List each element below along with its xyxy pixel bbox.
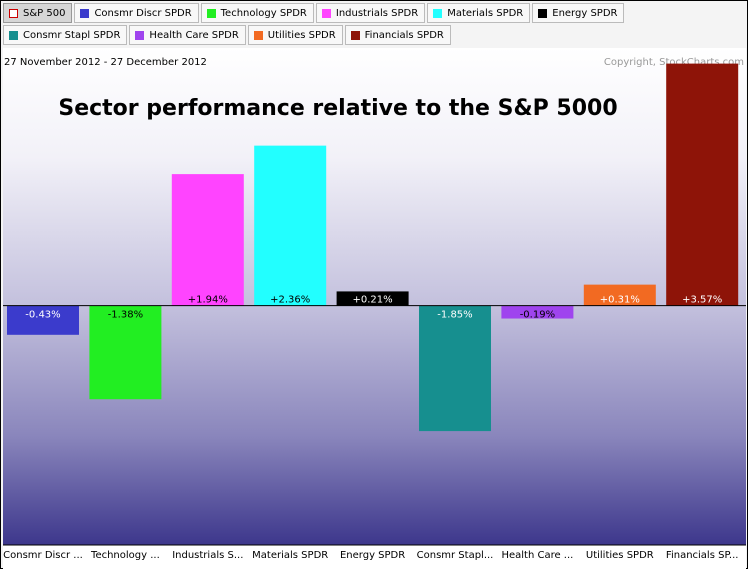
chart-area: 27 November 2012 - 27 December 2012 Copy… [3, 48, 746, 569]
legend-swatch [433, 8, 443, 18]
x-tick-label: Energy SPDR [340, 550, 405, 561]
legend-item[interactable]: Utilities SPDR [247, 25, 343, 45]
x-tick-label: Consmr Stapl... [417, 550, 494, 561]
legend-item[interactable]: S&P 500 [3, 3, 73, 23]
chart-title: Sector performance relative to the S&P 5… [58, 96, 617, 121]
legend-swatch [206, 8, 216, 18]
bar-value-label: -1.38% [108, 310, 143, 321]
legend-item[interactable]: Financials SPDR [344, 25, 451, 45]
legend-item[interactable]: Industrials SPDR [315, 3, 426, 23]
legend-label: Health Care SPDR [149, 29, 239, 41]
legend-label: Industrials SPDR [335, 7, 419, 19]
legend-item[interactable]: Health Care SPDR [129, 25, 246, 45]
legend-label: Utilities SPDR [267, 29, 336, 41]
legend-swatch [9, 30, 18, 40]
x-axis-labels: Consmr Discr ... Technology ... Industrial… [3, 550, 738, 561]
legend-item[interactable]: Consmr Stapl SPDR [3, 25, 128, 45]
legend-label: Energy SPDR [552, 7, 618, 19]
x-tick-label: Utilities SPDR [586, 550, 654, 561]
legend-item[interactable]: Energy SPDR [532, 3, 625, 23]
legend-label: Materials SPDR [447, 7, 524, 19]
legend-swatch [350, 30, 360, 40]
bar [171, 174, 244, 306]
legend-swatch [80, 8, 90, 18]
copyright-label: Copyright, StockCharts.com [604, 57, 744, 68]
x-tick-label: Health Care ... [501, 550, 573, 561]
bar-value-label: -0.43% [25, 310, 60, 321]
x-tick-label: Consmr Discr ... [3, 550, 83, 561]
bar-value-label: -1.85% [437, 310, 472, 321]
x-tick-label: Technology ... [90, 550, 160, 561]
legend-swatch [253, 30, 263, 40]
bar [501, 305, 574, 319]
perf-chart-svg: 27 November 2012 - 27 December 2012 Copy… [3, 48, 746, 569]
bar-value-label: +3.57% [682, 295, 722, 306]
legend-label: S&P 500 [23, 7, 66, 19]
legend-swatch [538, 8, 548, 18]
legend-label: Consmr Stapl SPDR [23, 29, 121, 41]
bar-value-label: +0.31% [600, 295, 640, 306]
x-tick-label: Materials SPDR [252, 550, 328, 561]
legend-label: Consmr Discr SPDR [94, 7, 192, 19]
bar [419, 305, 491, 432]
bar-value-label: +2.36% [270, 295, 310, 306]
x-axis-background [3, 545, 746, 569]
bar [254, 145, 327, 306]
bar-value-label: +0.21% [353, 295, 393, 306]
x-tick-label: Industrials S... [172, 550, 243, 561]
bar-value-label: -0.19% [520, 310, 555, 321]
bar [583, 284, 656, 306]
legend-swatch [9, 8, 18, 18]
date-range-label: 27 November 2012 - 27 December 2012 [4, 57, 207, 68]
bar [666, 63, 739, 306]
bar-value-label: +1.94% [188, 295, 228, 306]
legend-label: Technology SPDR [220, 7, 307, 19]
legend-item[interactable]: Materials SPDR [427, 3, 531, 23]
legend-item[interactable]: Consmr Discr SPDR [74, 3, 199, 23]
bar [89, 305, 162, 400]
legend-swatch [135, 30, 145, 40]
legend-label: Financials SPDR [364, 29, 444, 41]
bar [7, 305, 79, 335]
legend-swatch [321, 8, 331, 18]
x-tick-label: Financials SP... [666, 550, 739, 561]
legend-item[interactable]: Technology SPDR [200, 3, 314, 23]
bar [336, 291, 409, 306]
legend: S&P 500 Consmr Discr SPDR Technology SPDR I… [3, 2, 747, 48]
bars-group: -0.43% -1.38% +1.94% +2.36% +0.21% -1.85% -0.1… [7, 63, 739, 432]
